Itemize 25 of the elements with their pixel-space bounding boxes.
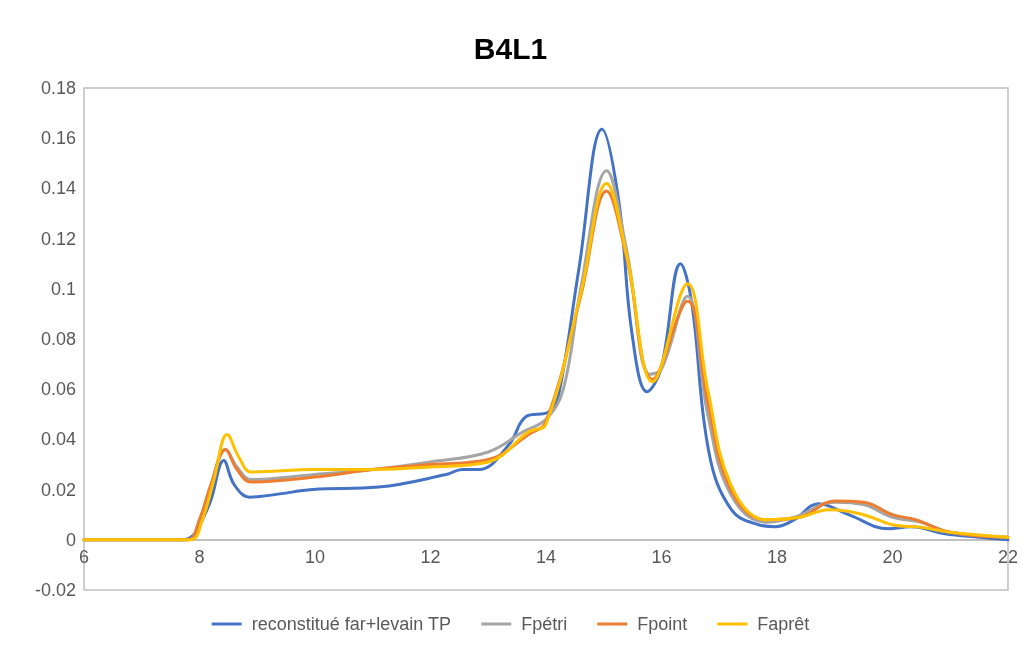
y-tick-label: 0 [65, 529, 76, 550]
x-tick-label: 22 [997, 546, 1018, 567]
legend-label: Fpétri [521, 614, 568, 634]
legend-label: reconstitué far+levain TP [251, 614, 451, 634]
y-tick-label: 0.06 [40, 379, 76, 400]
x-tick-label: 6 [78, 546, 90, 567]
x-tick-label: 18 [766, 546, 788, 567]
y-tick-label: 0.02 [40, 479, 76, 500]
x-tick-label: 10 [304, 546, 326, 567]
y-tick-label: 0.18 [40, 78, 76, 98]
chart-title: B4L1 [473, 31, 548, 65]
y-tick-label: 0.12 [40, 228, 76, 249]
y-tick-label: 0.08 [40, 329, 76, 349]
y-tick-label: 0.1 [50, 278, 76, 299]
y-tick-label: 0.16 [40, 128, 76, 149]
legend-label: Faprêt [757, 614, 810, 634]
legend-label: Fpoint [637, 614, 688, 634]
x-tick-label: 14 [535, 546, 557, 567]
y-tick-label: 0.04 [40, 429, 76, 450]
x-tick-label: 12 [420, 546, 441, 567]
x-tick-label: 16 [651, 546, 672, 567]
x-tick-label: 8 [194, 546, 205, 567]
y-tick-label: 0.14 [40, 178, 76, 199]
y-tick-label: -0.02 [34, 580, 76, 600]
x-tick-label: 20 [882, 546, 903, 567]
